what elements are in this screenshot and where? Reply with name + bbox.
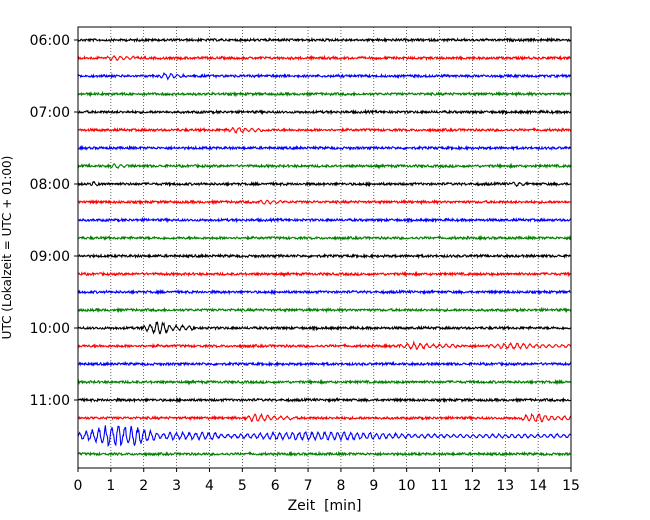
trace-10:30 [77, 360, 572, 368]
x-tick-label-13: 13 [496, 478, 514, 494]
trace-07:30 [77, 144, 572, 152]
y-axis-ticks: 06:00 07:00 08:00 09:00 10:00 11:00 [30, 33, 78, 409]
x-tick-label-6: 6 [271, 478, 280, 494]
y-tick-label-08:00: 08:00 [30, 177, 70, 193]
y-tick-label-09:00: 09:00 [30, 249, 70, 265]
trace-08:15 [77, 198, 572, 206]
trace-10:45 [77, 378, 572, 386]
x-tick-label-0: 0 [74, 478, 83, 494]
trace-10:15 [77, 340, 572, 351]
trace-07:15 [77, 126, 572, 134]
trace-09:45 [77, 306, 572, 314]
x-tick-label-1: 1 [106, 478, 115, 494]
x-tick-label-5: 5 [238, 478, 247, 494]
y-axis-title: UTC (Lokalzeit = UTC + 01:00) [0, 156, 14, 340]
trace-09:00 [77, 252, 572, 260]
trace-06:15 [77, 54, 572, 62]
trace-08:30 [77, 216, 572, 224]
x-tick-label-12: 12 [463, 478, 481, 494]
x-tick-label-10: 10 [398, 478, 416, 494]
trace-11:45 [77, 450, 572, 457]
seismic-traces [77, 36, 572, 457]
x-tick-label-11: 11 [431, 478, 449, 494]
plot-frame [77, 26, 572, 469]
x-tick-label-2: 2 [139, 478, 148, 494]
x-tick-label-7: 7 [304, 478, 313, 494]
y-tick-label-06:00: 06:00 [30, 33, 70, 49]
x-tick-label-8: 8 [336, 478, 345, 494]
x-tick-label-15: 15 [562, 478, 580, 494]
trace-08:00 [77, 180, 572, 188]
x-tick-label-14: 14 [529, 478, 547, 494]
trace-08:45 [77, 234, 572, 241]
x-tick-label-3: 3 [172, 478, 181, 494]
trace-06:00 [77, 36, 572, 44]
trace-11:00 [77, 396, 572, 404]
trace-07:45 [77, 162, 572, 170]
trace-10:00 [77, 321, 572, 335]
trace-11:15 [77, 412, 572, 423]
trace-06:45 [77, 90, 572, 98]
trace-07:00 [77, 108, 572, 116]
y-tick-label-10:00: 10:00 [30, 321, 70, 337]
trace-06:30 [77, 71, 572, 81]
trace-09:30 [77, 288, 572, 296]
y-tick-label-07:00: 07:00 [30, 105, 70, 121]
trace-11:30 [77, 425, 572, 447]
x-axis-ticks: 0 1 2 3 4 5 6 7 8 9 10 11 12 13 14 15 [74, 468, 580, 494]
x-tick-label-4: 4 [205, 478, 214, 494]
trace-09:15 [77, 270, 571, 278]
x-tick-label-9: 9 [369, 478, 378, 494]
y-tick-label-11:00: 11:00 [30, 393, 70, 409]
x-axis-title: Zeit [min] [288, 498, 362, 514]
